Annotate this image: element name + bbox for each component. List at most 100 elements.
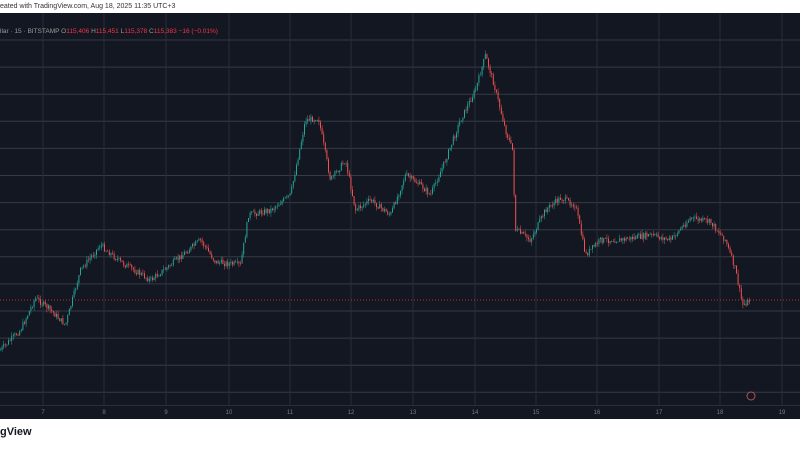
candle-body bbox=[337, 171, 339, 173]
candle-body bbox=[430, 193, 432, 195]
candle-body bbox=[60, 318, 62, 322]
candle-body bbox=[676, 233, 678, 236]
candle-body bbox=[294, 175, 296, 182]
candle-body bbox=[593, 245, 595, 247]
candle-body bbox=[315, 120, 317, 121]
candle-body bbox=[584, 239, 585, 252]
candle-body bbox=[385, 209, 387, 212]
candle-body bbox=[219, 262, 221, 264]
candle-body bbox=[281, 201, 283, 205]
candle-body bbox=[224, 264, 225, 266]
open-label: O bbox=[61, 28, 67, 35]
candle-body bbox=[616, 242, 617, 243]
candle-body bbox=[27, 315, 29, 319]
candle-body bbox=[412, 176, 414, 179]
candle-body bbox=[59, 318, 61, 322]
candle-body bbox=[249, 212, 251, 218]
candle-body bbox=[734, 265, 736, 266]
candle-body bbox=[521, 232, 523, 234]
candle-body bbox=[374, 200, 376, 204]
candle-body bbox=[556, 198, 558, 203]
candle-body bbox=[140, 273, 142, 275]
candle-body bbox=[358, 205, 360, 210]
candle-body bbox=[176, 257, 177, 259]
candle-body bbox=[441, 167, 443, 172]
candle-body bbox=[352, 189, 353, 197]
candle-body bbox=[668, 237, 670, 240]
time-axis-label: 16 bbox=[593, 410, 601, 416]
candle-body bbox=[310, 116, 312, 121]
candle-body bbox=[694, 216, 696, 218]
candle-body bbox=[102, 244, 104, 246]
candle-body bbox=[721, 233, 723, 236]
candle-body bbox=[300, 141, 302, 149]
candle-body bbox=[681, 226, 683, 230]
candle-body bbox=[334, 171, 336, 176]
candle-body bbox=[56, 313, 57, 317]
candle-body bbox=[555, 198, 557, 203]
candle-body bbox=[422, 184, 424, 189]
candle-body bbox=[152, 277, 153, 280]
candle-body bbox=[649, 234, 651, 235]
candle-body bbox=[580, 223, 582, 235]
candle-body bbox=[464, 109, 465, 118]
candle-body bbox=[614, 241, 616, 243]
candle-body bbox=[414, 178, 416, 183]
candle-body bbox=[433, 183, 435, 189]
candle-body bbox=[732, 255, 734, 266]
candle-body bbox=[486, 54, 488, 59]
candle-body bbox=[12, 334, 14, 337]
candle-body bbox=[512, 143, 513, 150]
price-chart[interactable]: llar · 15 · BITSTAMP O115,406 H115,451 L… bbox=[0, 13, 800, 419]
candle-body bbox=[89, 257, 91, 260]
candle-body bbox=[724, 239, 726, 241]
candle-body bbox=[547, 208, 549, 213]
candle-body bbox=[392, 208, 393, 213]
candle-body bbox=[336, 171, 337, 172]
candle-body bbox=[705, 218, 707, 220]
candle-body bbox=[137, 270, 139, 275]
candle-body bbox=[118, 258, 120, 259]
candle-body bbox=[32, 307, 33, 308]
candle-body bbox=[196, 240, 198, 242]
candle-body bbox=[630, 236, 632, 240]
candle-body bbox=[166, 267, 168, 270]
candle-body bbox=[179, 255, 181, 260]
candle-body bbox=[43, 301, 45, 305]
candle-body bbox=[304, 124, 305, 135]
candle-body bbox=[278, 204, 280, 207]
candle-body bbox=[627, 237, 629, 239]
candle-body bbox=[496, 90, 497, 92]
candle-body bbox=[168, 265, 169, 268]
candle-body bbox=[121, 260, 123, 262]
candle-body bbox=[523, 232, 525, 234]
candle-body bbox=[744, 303, 745, 305]
time-axis[interactable]: 7 8 9 10 11 12 13 14 15 16 17 18 19 bbox=[0, 405, 800, 420]
candle-body bbox=[94, 254, 96, 256]
candle-body bbox=[507, 134, 509, 138]
candle-body bbox=[723, 235, 725, 241]
candle-body bbox=[44, 301, 46, 305]
candle-body bbox=[737, 273, 739, 285]
candle-body bbox=[228, 263, 230, 266]
candle-body bbox=[526, 234, 528, 238]
candle-body bbox=[667, 238, 669, 240]
candle-body bbox=[260, 210, 262, 214]
candle-body bbox=[678, 230, 680, 234]
candle-body bbox=[683, 224, 685, 227]
candle-body bbox=[272, 208, 273, 211]
candle-body bbox=[92, 255, 94, 257]
candlestick-plot[interactable] bbox=[0, 13, 800, 405]
candle-body bbox=[190, 246, 192, 251]
candle-body bbox=[553, 202, 555, 207]
candle-body bbox=[446, 159, 448, 163]
candle-body bbox=[321, 128, 323, 135]
candle-body bbox=[561, 199, 563, 201]
open-value: 115,406 bbox=[66, 28, 90, 35]
candle-body bbox=[643, 233, 645, 239]
candle-body bbox=[208, 247, 209, 252]
candle-body bbox=[268, 209, 270, 213]
candle-body bbox=[472, 97, 473, 102]
candle-body bbox=[78, 275, 80, 284]
candle-body bbox=[384, 209, 385, 211]
